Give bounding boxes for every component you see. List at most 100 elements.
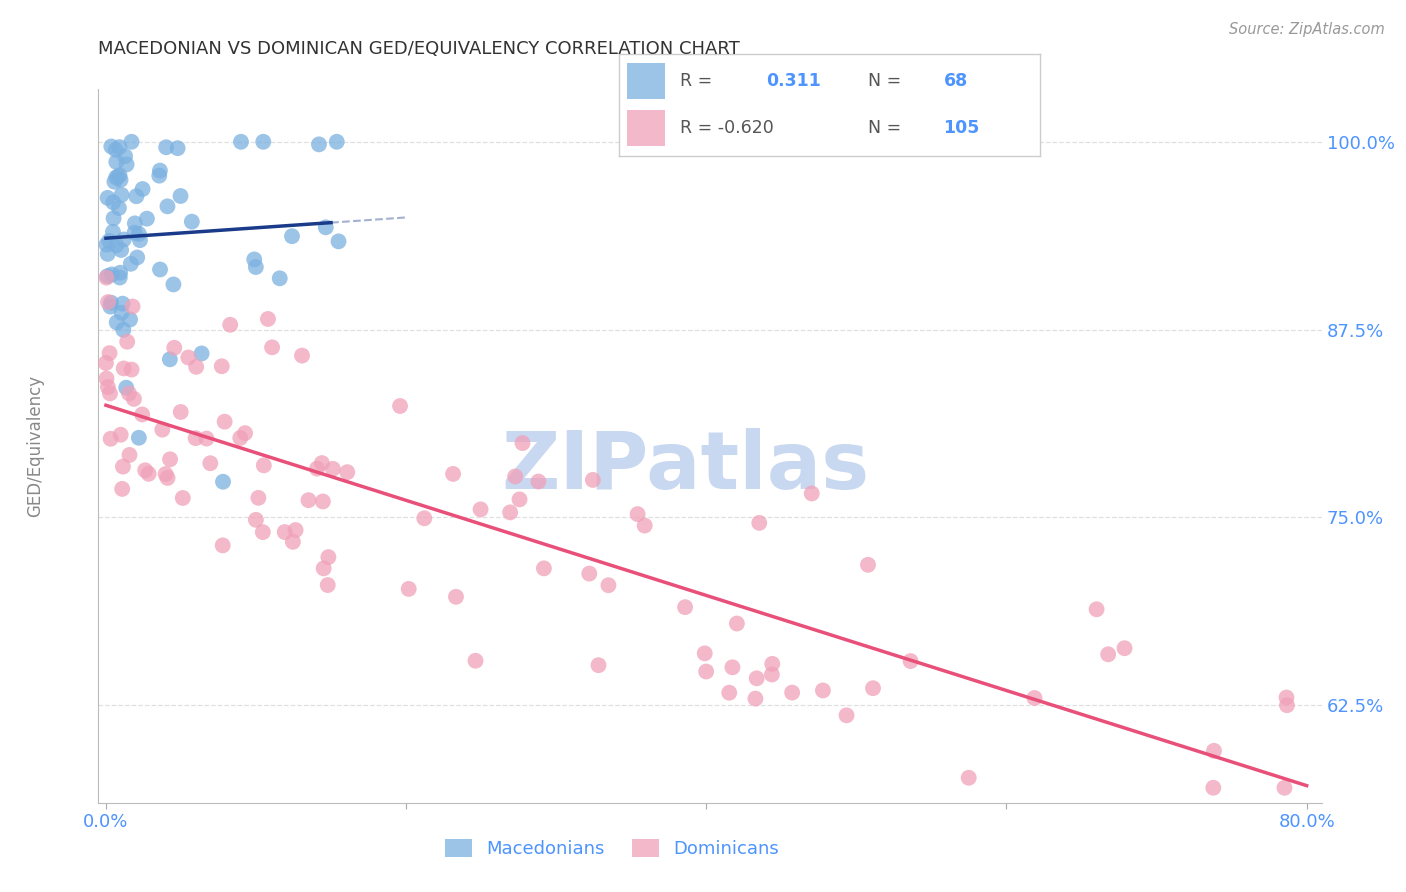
- Point: [110, 306, 132, 320]
- Point: [211, 359, 233, 374]
- Legend: Macedonians, Dominicans: Macedonians, Dominicans: [437, 831, 786, 865]
- Point: [862, 681, 884, 696]
- Point: [389, 399, 412, 413]
- Point: [97, 191, 120, 205]
- Point: [162, 277, 184, 292]
- Point: [695, 665, 717, 679]
- Point: [121, 135, 143, 149]
- Point: [835, 708, 858, 723]
- Point: [105, 170, 128, 185]
- Point: [811, 683, 834, 698]
- Text: 0.311: 0.311: [766, 72, 821, 90]
- Point: [107, 169, 129, 184]
- Point: [125, 189, 148, 203]
- Point: [150, 423, 173, 437]
- Point: [856, 558, 879, 572]
- Text: GED/Equivalency: GED/Equivalency: [27, 375, 44, 517]
- Point: [118, 448, 141, 462]
- Point: [105, 154, 128, 169]
- Point: [673, 600, 696, 615]
- Point: [718, 686, 741, 700]
- Point: [127, 251, 149, 265]
- Point: [233, 426, 256, 441]
- Point: [112, 232, 135, 246]
- Text: R = -0.620: R = -0.620: [681, 120, 773, 137]
- Point: [128, 227, 150, 241]
- Point: [200, 456, 222, 470]
- Point: [512, 436, 534, 450]
- Point: [97, 380, 120, 394]
- Point: [761, 657, 783, 671]
- Bar: [627, 110, 665, 145]
- Point: [101, 225, 124, 239]
- Point: [115, 334, 138, 349]
- Point: [328, 235, 350, 249]
- Point: [578, 566, 600, 581]
- Point: [156, 199, 179, 213]
- Point: [336, 465, 359, 479]
- Point: [103, 211, 125, 226]
- Text: N =: N =: [868, 120, 901, 137]
- Point: [598, 578, 620, 592]
- Point: [138, 467, 160, 481]
- Point: [626, 507, 648, 521]
- Point: [115, 157, 138, 171]
- Text: R =: R =: [681, 72, 711, 90]
- Point: [118, 386, 141, 401]
- Point: [957, 771, 980, 785]
- Point: [312, 561, 335, 575]
- Text: 105: 105: [943, 120, 980, 137]
- Point: [441, 467, 464, 481]
- Point: [262, 340, 284, 354]
- Point: [98, 234, 121, 248]
- Point: [103, 195, 125, 210]
- Point: [800, 486, 823, 500]
- Point: [169, 189, 191, 203]
- Point: [149, 163, 172, 178]
- Point: [94, 356, 117, 370]
- Point: [311, 456, 333, 470]
- Point: [1202, 780, 1225, 795]
- Text: MACEDONIAN VS DOMINICAN GED/EQUIVALENCY CORRELATION CHART: MACEDONIAN VS DOMINICAN GED/EQUIVALENCY …: [98, 40, 740, 58]
- Point: [219, 318, 242, 332]
- Point: [761, 667, 783, 681]
- Point: [148, 169, 170, 183]
- Point: [172, 491, 194, 505]
- Point: [131, 182, 153, 196]
- Point: [243, 252, 266, 267]
- Point: [108, 169, 131, 183]
- Point: [229, 431, 252, 445]
- Point: [110, 243, 132, 257]
- Point: [111, 459, 134, 474]
- Point: [322, 462, 344, 476]
- Point: [103, 175, 125, 189]
- Point: [312, 494, 335, 508]
- Point: [315, 220, 337, 235]
- Point: [1024, 690, 1046, 705]
- Point: [297, 493, 319, 508]
- Point: [588, 658, 610, 673]
- Point: [100, 300, 122, 314]
- Point: [721, 660, 744, 674]
- Text: Source: ZipAtlas.com: Source: ZipAtlas.com: [1229, 22, 1385, 37]
- Point: [124, 216, 146, 230]
- Point: [170, 405, 193, 419]
- Point: [318, 550, 340, 565]
- Point: [257, 312, 280, 326]
- Point: [163, 341, 186, 355]
- Point: [159, 452, 181, 467]
- Point: [252, 525, 274, 540]
- Point: [533, 561, 555, 575]
- Text: ZIPatlas: ZIPatlas: [502, 428, 870, 507]
- Point: [110, 187, 132, 202]
- Point: [110, 173, 132, 187]
- Point: [122, 392, 145, 406]
- Point: [101, 268, 124, 282]
- Point: [503, 469, 526, 483]
- Point: [96, 269, 118, 284]
- Point: [97, 247, 120, 261]
- Point: [98, 386, 121, 401]
- Point: [413, 511, 436, 525]
- Point: [111, 296, 134, 310]
- Point: [308, 137, 330, 152]
